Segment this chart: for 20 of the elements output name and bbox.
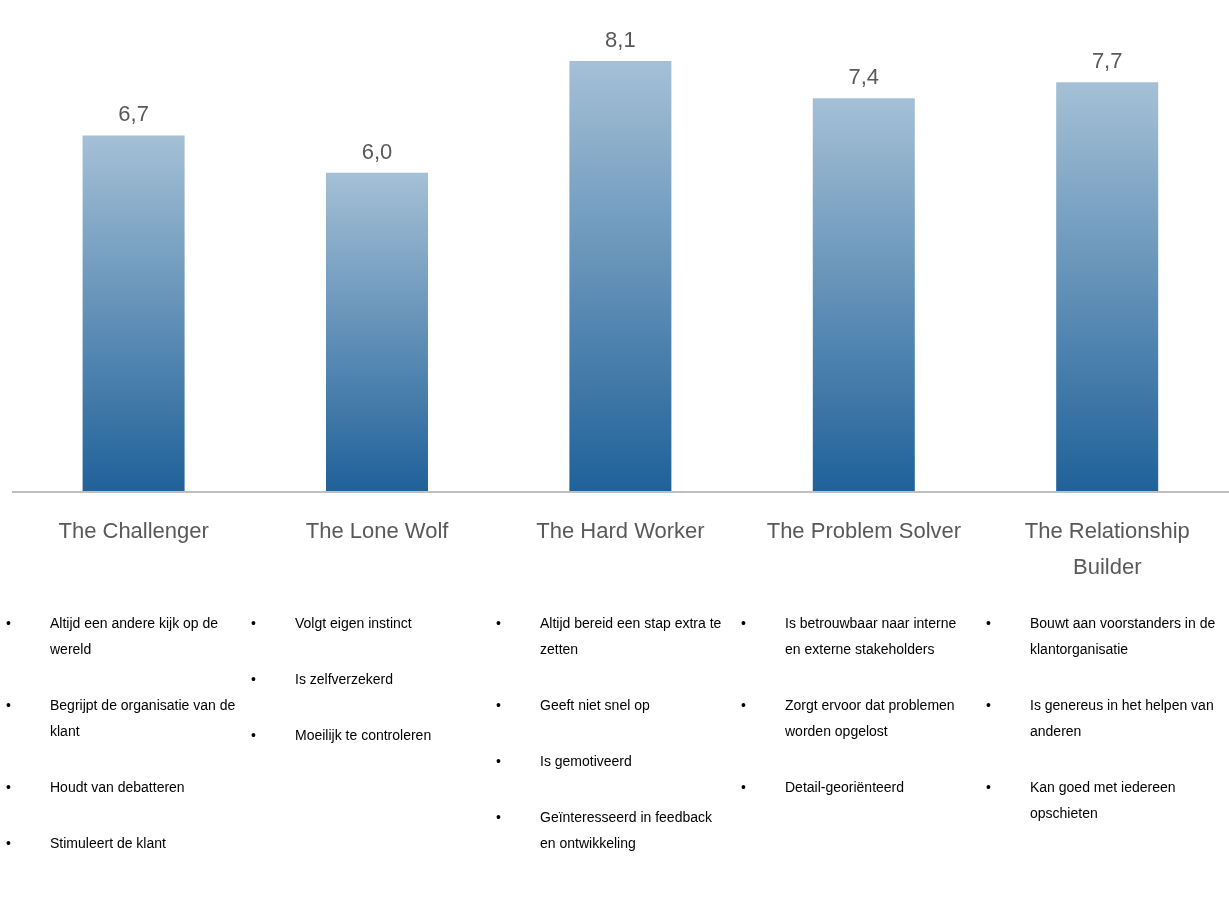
bar xyxy=(569,61,672,492)
text: • Altijd een andere kijk op de wereld • Begrijpt de organisatie van de klant • Houdt van debatteren • Stimuleert de klant xyxy=(6,615,236,851)
x-tick-label: The Hard Worker xyxy=(536,517,705,543)
text: • Altijd bereid een stap extra te zetten • Geeft niet snel op • Is gemotiveerd • Geïnteresseerd in feedback en ontwikkeling xyxy=(496,615,722,851)
x-tick-label: The Problem Solver xyxy=(766,517,962,543)
data-label: 6,7 xyxy=(118,101,149,127)
bar xyxy=(812,98,915,492)
data-label: 6,0 xyxy=(361,138,393,164)
x-tick-label: The Relationship Builder xyxy=(1024,517,1190,579)
data-label: 8,1 xyxy=(605,27,636,52)
data-label: 7,7 xyxy=(1091,48,1123,74)
x-tick-label: The Lone Wolf xyxy=(305,517,450,543)
text: • Volgt eigen instinct • Is zelfverzekerd • Moeilijk te controleren xyxy=(251,615,432,743)
bar xyxy=(325,172,428,492)
data-label: 7,4 xyxy=(848,64,880,90)
bar xyxy=(82,135,185,492)
text: • Is betrouwbaar naar interne en externe stakeholders • Zorgt ervoor dat problemen worden opgelost • Detail-georiënteerd xyxy=(741,615,957,795)
bar xyxy=(1056,82,1159,492)
x-tick-label: The Challenger xyxy=(58,517,209,543)
text: • Bouwt aan voorstanders in de klantorganisatie • Is genereus in het helpen van anderen • Kan goed met iedereen opschieten xyxy=(986,615,1216,821)
